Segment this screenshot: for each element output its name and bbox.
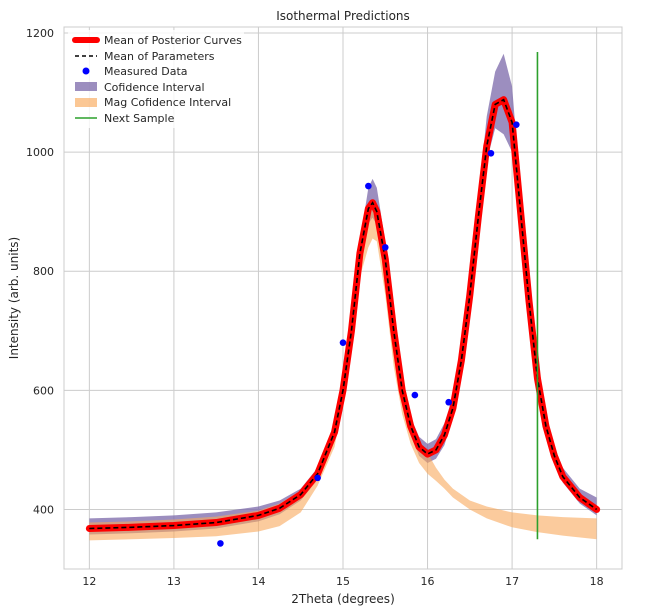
legend-swatch-measured-data [82,67,90,75]
legend-label-measured-data: Measured Data [104,65,188,78]
y-tick-label: 1200 [26,27,54,40]
measured-data-point [314,474,321,482]
measured-data-point [487,149,495,157]
y-tick-label: 400 [33,503,54,516]
x-tick-label: 15 [336,575,350,588]
x-tick-label: 16 [421,575,435,588]
measured-data-point [445,398,452,406]
y-axis-title: Intensity (arb. units) [7,237,21,359]
parameters-mean-curve [89,98,598,530]
measured-data-point [381,244,389,251]
legend-label-confidence-interval: Cofidence Interval [104,81,205,94]
measured-data-point [411,391,419,399]
legend-item-mag-confidence-interval: Mag Cofidence Interval [75,96,231,109]
legend-label-mag-confidence-interval: Mag Cofidence Interval [104,96,231,109]
measured-data-points [217,121,520,547]
y-tick-label: 800 [33,265,54,278]
x-tick-label: 17 [505,575,519,588]
legend-item-measured-data: Measured Data [82,65,188,78]
measured-data-point [339,339,347,346]
measured-data-point [217,540,224,547]
legend-item-next-sample: Next Sample [75,112,175,125]
legend-swatch-confidence-interval [75,82,97,91]
legend-label-parameters-mean: Mean of Parameters [104,50,215,63]
legend-item-parameters-mean: Mean of Parameters [75,50,215,63]
y-tick-label: 600 [33,384,54,397]
y-tick-label: 1000 [26,146,54,159]
legend: Mean of Posterior Curves Mean of Paramet… [68,30,244,128]
legend-swatch-mag-confidence-interval [75,98,97,107]
measured-data-point [365,182,372,190]
x-tick-label: 13 [167,575,181,588]
chart-title: Isothermal Predictions [276,9,410,23]
legend-label-posterior-mean: Mean of Posterior Curves [104,34,242,47]
tick-labels: 12 13 14 15 16 17 18 400 600 800 1000 1200 [26,27,604,588]
curve-lines [85,52,601,540]
x-tick-label: 18 [590,575,604,588]
legend-label-next-sample: Next Sample [104,112,175,125]
plot-frame [63,26,623,570]
legend-item-confidence-interval: Cofidence Interval [75,81,205,94]
x-tick-label: 14 [251,575,265,588]
x-axis-title: 2Theta (degrees) [291,592,395,606]
plot-border [63,26,623,570]
x-tick-label: 12 [82,575,96,588]
measured-data-point [513,121,520,128]
legend-item-posterior-mean: Mean of Posterior Curves [72,34,242,47]
legend-box [68,30,244,128]
